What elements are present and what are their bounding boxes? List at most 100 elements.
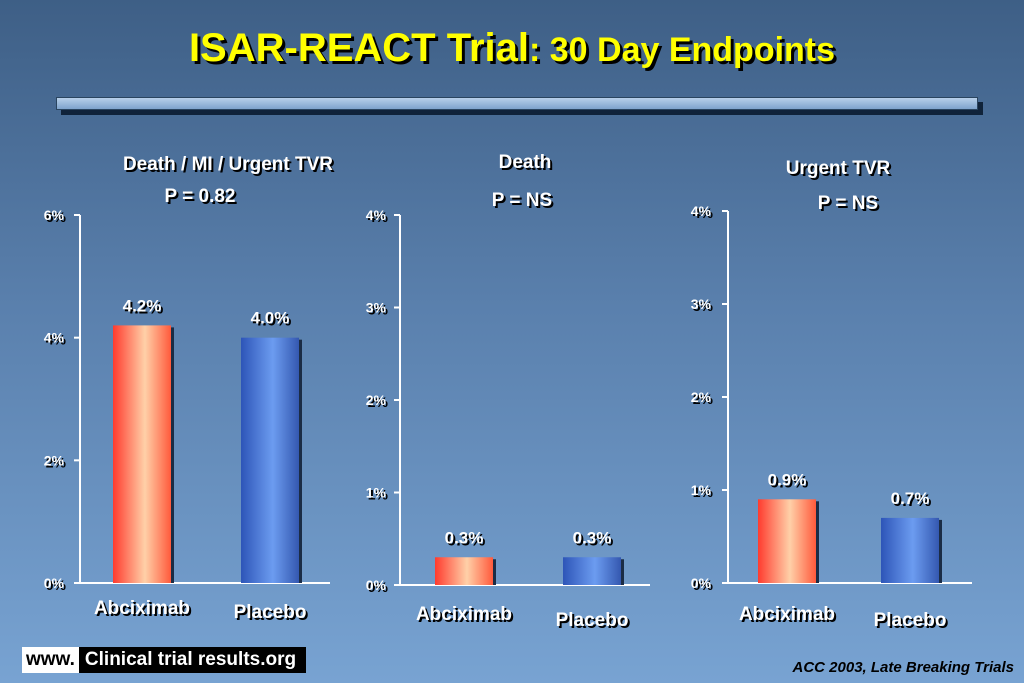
chart-3-y-tick-label-shadow: 1% (693, 484, 714, 500)
chart-3-y-tick-label: 0%0% (691, 575, 714, 593)
chart-1-category-label-shadow: Abciximab (96, 600, 192, 621)
chart-3-data-label: 0.9%0.9% (768, 470, 809, 491)
chart-2-y-tick-label-shadow: 1% (368, 487, 389, 503)
footer-source: ACC 2003, Late Breaking Trials (792, 659, 1014, 676)
chart-3-subtitle-shadow: P = NS (820, 195, 880, 216)
chart-2-data-label-shadow: 0.3% (575, 530, 614, 549)
chart-2-y-tick-label-text: 2% (366, 392, 387, 408)
chart-2-y-tick-label-shadow: 3% (368, 302, 389, 318)
slide-title: ISAR-REACT Trial: 30 Day Endpoints (0, 26, 1024, 71)
chart-1-data-label-shadow: 4.2% (125, 298, 164, 317)
chart-3-data-label-shadow: 0.7% (893, 491, 932, 510)
chart-3-title-shadow: Urgent TVR (788, 160, 893, 181)
chart-1-data-label: 4.2%4.2% (123, 296, 164, 317)
chart-2-subtitle-shadow: P = NS (494, 192, 554, 213)
chart-3-subtitle: P = NSP = NS (818, 193, 880, 216)
chart-2-y-tick-label: 1%1% (366, 485, 389, 503)
chart-3-category-label-shadow: Placebo (876, 612, 949, 633)
chart-2-y-tick-label-text: 3% (366, 300, 387, 316)
chart-3-y-tick-label-text: 0% (691, 575, 712, 591)
chart-2-bar-abciximab (435, 557, 493, 585)
chart-3-y-tick-label-shadow: 2% (693, 391, 714, 407)
title-underline-bar (56, 97, 978, 110)
chart-1-data-label-text: 4.0% (251, 309, 290, 328)
footer-logo-www: www. (22, 647, 79, 673)
chart-3-category-label-shadow: Abciximab (741, 606, 837, 627)
chart-3-y-tick-label: 2%2% (691, 389, 714, 407)
chart-3-y-tick-label: 3%3% (691, 296, 714, 314)
chart-1-y-tick-label-text: 0% (44, 575, 65, 591)
chart-3-y-tick-label-shadow: 0% (693, 577, 714, 593)
chart-2-title-text: Death (499, 152, 552, 173)
chart-2-y-tick-label-shadow: 4% (368, 209, 389, 225)
chart-1-y-tick-label-text: 4% (44, 330, 65, 346)
chart-3-y-tick-label-text: 3% (691, 296, 712, 312)
chart-2-subtitle-text: P = NS (492, 190, 552, 211)
chart-2-y-tick-label-shadow: 0% (368, 579, 389, 595)
chart-1-category-label-text: Placebo (234, 602, 307, 623)
chart-2-category-label-shadow: Placebo (558, 612, 631, 633)
chart-2-data-label: 0.3%0.3% (573, 528, 614, 549)
chart-1-category-label-shadow: Placebo (236, 604, 309, 625)
chart-1-title-shadow: Death / MI / Urgent TVR (125, 156, 335, 177)
chart-2-category-label-text: Placebo (556, 610, 629, 631)
chart-2-y-tick-label: 2%2% (366, 392, 389, 410)
chart-1-y-tick-label-text: 2% (44, 452, 65, 468)
chart-1-y-tick-label: 4%4% (44, 330, 67, 348)
chart-3-bar-abciximab (758, 499, 816, 583)
footer-logo: www. Clinical trial results.org (22, 647, 307, 673)
chart-1-y-tick-label-shadow: 2% (46, 454, 67, 470)
chart-3-y-tick-label-text: 4% (691, 203, 712, 219)
chart-2-category-label-shadow: Abciximab (418, 606, 514, 627)
chart-3-y-tick-label-shadow: 3% (693, 298, 714, 314)
chart-3-bar-placebo (881, 517, 939, 583)
chart-1-bar-abciximab (113, 325, 171, 583)
chart-3-category-label-text: Placebo (874, 610, 947, 631)
title-main: ISAR-REACT Trial (188, 26, 529, 70)
chart-2-category-label-text: Abciximab (416, 604, 512, 625)
chart-2-y-tick-label-shadow: 2% (368, 394, 389, 410)
title-sub: : 30 Day Endpoints (528, 31, 836, 69)
chart-2-data-label-text: 0.3% (445, 528, 484, 547)
chart-2-y-tick-label: 4%4% (366, 207, 389, 225)
footer-logo-site: Clinical trial results.org (78, 647, 307, 673)
chart-3-data-label-text: 0.9% (768, 470, 807, 489)
chart-2-y-tick-label-text: 0% (366, 577, 387, 593)
chart-1-y-tick-label: 6%6% (44, 207, 67, 225)
chart-2-data-label-shadow: 0.3% (447, 530, 486, 549)
chart-3-y-tick-label-text: 2% (691, 389, 712, 405)
chart-1-subtitle-text: P = 0.82 (165, 186, 236, 207)
chart-3-title-text: Urgent TVR (786, 158, 891, 179)
chart-1-y-tick-label-text: 6% (44, 207, 65, 223)
chart-3-category-label-text: Abciximab (739, 604, 835, 625)
chart-1-title-text: Death / MI / Urgent TVR (123, 154, 333, 175)
chart-1-subtitle: P = 0.82P = 0.82 (165, 186, 238, 209)
chart-2-y-tick-label: 3%3% (366, 300, 389, 318)
chart-1-y-tick-label: 2%2% (44, 452, 67, 470)
chart-1-data-label: 4.0%4.0% (251, 309, 292, 330)
chart-2-y-tick-label-text: 1% (366, 485, 387, 501)
chart-2-y-tick-label: 0%0% (366, 577, 389, 595)
chart-1-y-tick-label-shadow: 0% (46, 577, 67, 593)
chart-2-data-label: 0.3%0.3% (445, 528, 486, 549)
chart-2-y-tick-label-text: 4% (366, 207, 387, 223)
chart-3-data-label: 0.7%0.7% (891, 489, 932, 510)
chart-1-y-tick-label-shadow: 6% (46, 209, 67, 225)
chart-1-y-tick-label: 0%0% (44, 575, 67, 593)
chart-2-subtitle: P = NSP = NS (492, 190, 554, 213)
chart-3-y-tick-label: 4%4% (691, 203, 714, 221)
chart-3-y-tick-label-shadow: 4% (693, 205, 714, 221)
chart-1-data-label-text: 4.2% (123, 296, 162, 315)
chart-3-y-tick-label-text: 1% (691, 482, 712, 498)
chart-2-data-label-text: 0.3% (573, 528, 612, 547)
chart-3-data-label-shadow: 0.9% (770, 472, 809, 491)
chart-2-title-shadow: Death (501, 154, 554, 175)
